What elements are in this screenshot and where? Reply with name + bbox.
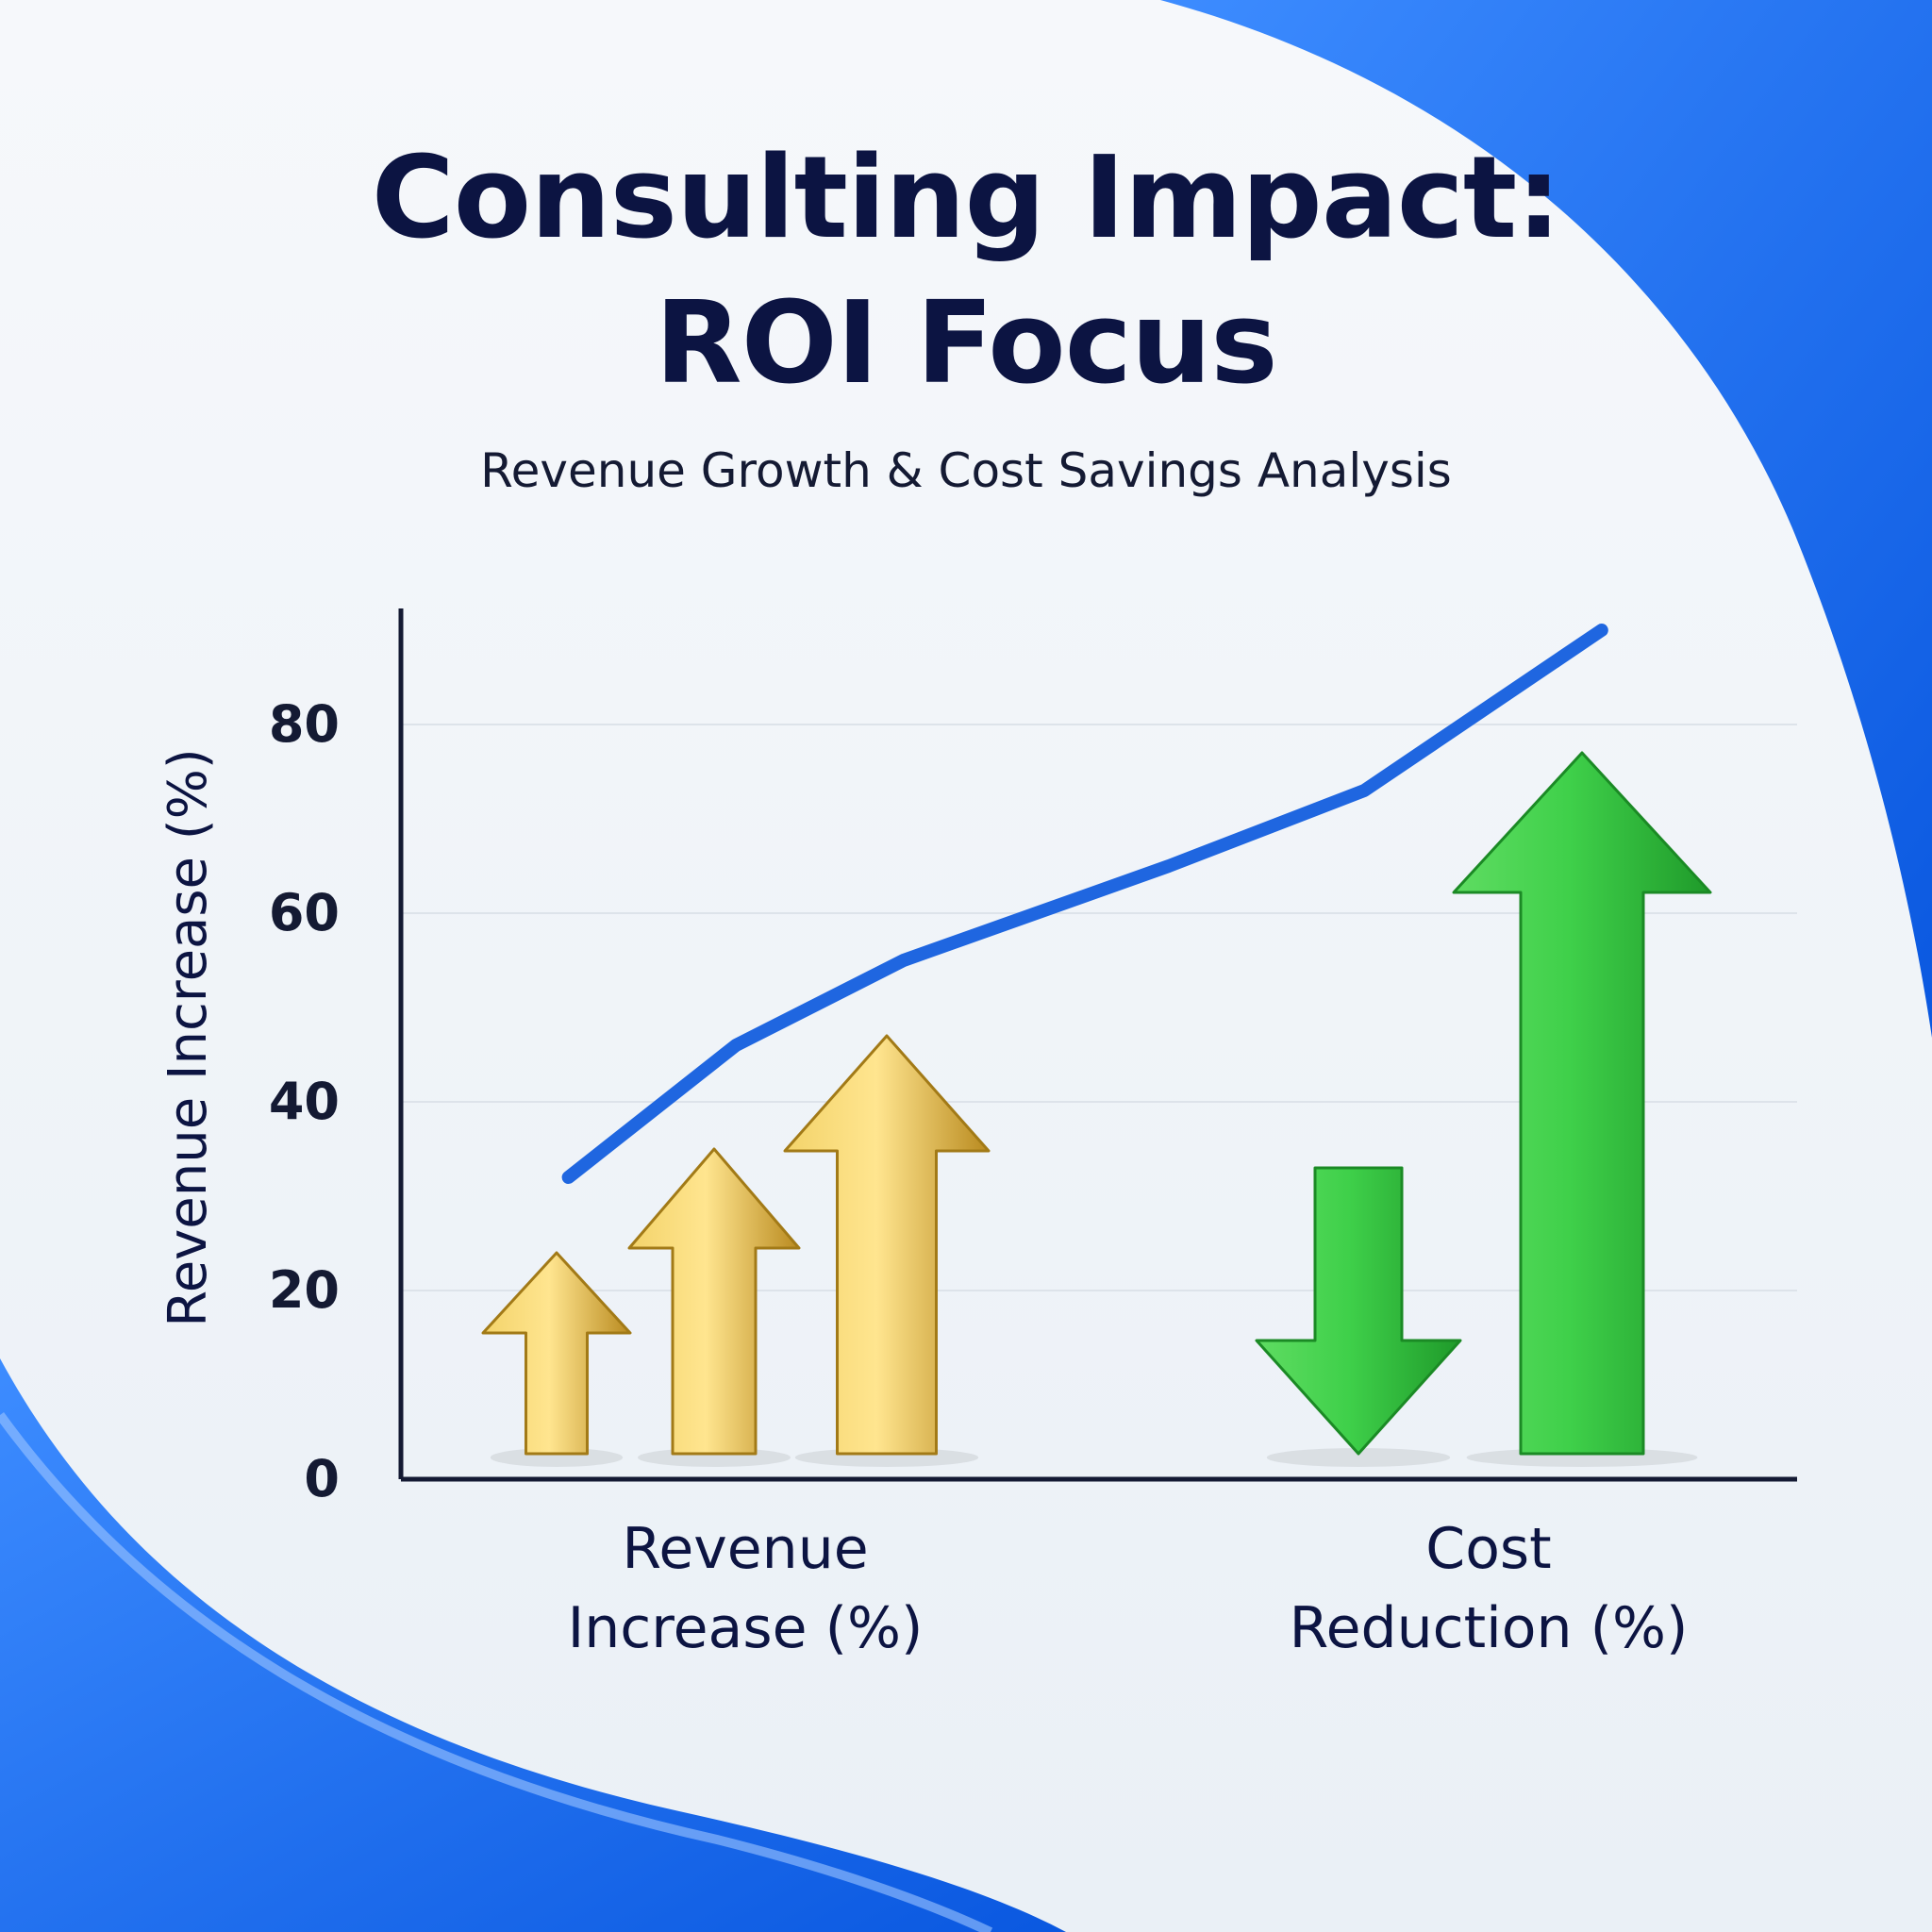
- arrow-bars: [481, 751, 1712, 1467]
- x-category-label: Reduction (%): [1290, 1595, 1689, 1661]
- y-tick-labels: 0 20 40 60 80: [269, 694, 340, 1508]
- bar-green-up-arrow: [1452, 751, 1712, 1456]
- y-axis-label-group: Revenue Increase (%): [158, 748, 219, 1326]
- bottom-left-swoosh: [0, 1358, 1066, 1932]
- y-axis-label: Revenue Increase (%): [158, 748, 219, 1326]
- x-category-label: Cost: [1425, 1516, 1551, 1582]
- top-right-swoosh: [1160, 0, 1932, 1038]
- page-title-line-2: ROI Focus: [655, 278, 1277, 409]
- bar-green-down-arrow: [1255, 1166, 1462, 1456]
- bar-gold-up-arrow: [481, 1251, 632, 1456]
- y-tick-label: 20: [269, 1260, 340, 1320]
- trend-line: [561, 624, 1608, 1184]
- y-tick-label: 60: [269, 883, 340, 942]
- bar-shadow: [1266, 1448, 1451, 1467]
- x-category-label: Revenue: [622, 1516, 868, 1582]
- y-tick-label: 0: [304, 1449, 340, 1508]
- bar-gold-up-arrow: [627, 1147, 801, 1456]
- x-category-label: Increase (%): [568, 1595, 924, 1661]
- y-tick-label: 80: [269, 694, 340, 754]
- y-tick-label: 40: [269, 1072, 340, 1131]
- bar-shadow: [490, 1448, 624, 1467]
- trend-line-group: [561, 624, 1608, 1184]
- page-title-line-1: Consulting Impact:: [371, 133, 1562, 264]
- axes: [398, 608, 1797, 1482]
- bar-gold-up-arrow: [783, 1034, 991, 1456]
- x-category-labels: Revenue Increase (%) Cost Reduction (%): [568, 1516, 1689, 1661]
- chart-subtitle: Revenue Growth & Cost Savings Analysis: [480, 443, 1452, 498]
